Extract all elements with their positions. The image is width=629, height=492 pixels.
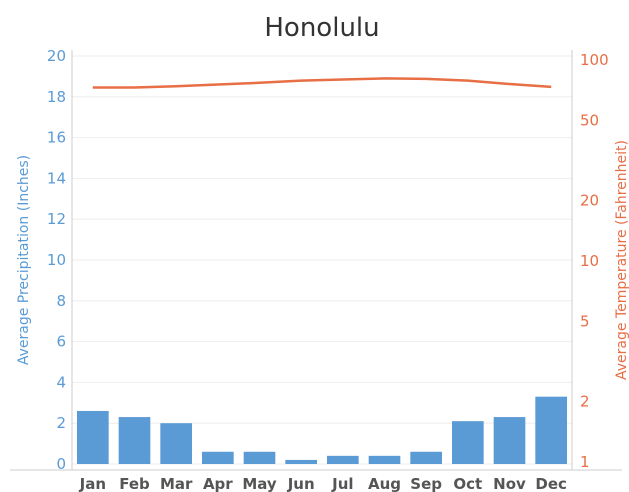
left-tick-label: 16	[47, 129, 66, 147]
precipitation-bar-dec	[535, 396, 567, 464]
right-tick-label: 5	[580, 313, 590, 331]
right-tick-label: 2	[580, 392, 590, 410]
left-tick-label: 6	[56, 333, 66, 351]
precipitation-bar-may	[243, 451, 276, 464]
precipitation-bar-mar	[160, 423, 192, 464]
left-tick-label: 0	[56, 455, 66, 473]
left-tick-label: 20	[47, 47, 66, 65]
left-tick-label: 18	[47, 88, 66, 106]
x-tick-label: Nov	[493, 475, 526, 492]
precipitation-bars	[77, 396, 567, 464]
left-tick-label: 12	[47, 210, 66, 228]
x-tick-labels: Jan Feb Mar Apr May Jun Jul Aug Sep Oct Nov Dec	[79, 475, 567, 492]
precipitation-bar-feb	[118, 417, 151, 464]
x-tick-label: Jul	[331, 475, 353, 492]
precipitation-bar-jul	[327, 455, 359, 464]
right-tick-label: 50	[580, 112, 599, 130]
right-tick-label: 10	[580, 252, 599, 270]
precipitation-bar-jan	[77, 410, 109, 464]
precipitation-bar-oct	[452, 421, 484, 464]
x-tick-label: Jun	[287, 475, 315, 492]
left-tick-label: 14	[47, 169, 66, 187]
x-tick-label: Dec	[535, 475, 567, 492]
precipitation-bar-nov	[493, 417, 526, 464]
grid	[72, 55, 572, 465]
x-tick-label: Apr	[203, 475, 233, 492]
x-tick-label: Mar	[160, 475, 193, 492]
precipitation-bar-sep	[410, 451, 442, 464]
left-tick-label: 8	[56, 292, 66, 310]
right-tick-labels: 1 2 5 10 20 50 100	[580, 51, 609, 471]
right-tick-label: 100	[580, 51, 609, 69]
chart-title: Honolulu	[264, 13, 379, 43]
x-tick-label: Sep	[410, 475, 442, 492]
y-axis-label-right: Average Temperature (Fahrenheit)	[614, 140, 629, 380]
x-tick-label: Oct	[453, 475, 482, 492]
right-tick-label: 1	[580, 453, 590, 471]
x-tick-label: Feb	[119, 475, 150, 492]
precipitation-bar-aug	[368, 455, 401, 464]
right-tick-label: 20	[580, 191, 599, 209]
precipitation-bar-jun	[285, 459, 317, 464]
x-tick-label: Jan	[79, 475, 106, 492]
left-tick-labels: 0 2 4 6 8 10 12 14 16 18 20	[47, 47, 66, 473]
precipitation-bar-apr	[202, 451, 234, 464]
x-tick-label: May	[242, 475, 277, 492]
left-tick-label: 10	[47, 251, 66, 269]
y-axis-label-left: Average Precipitation (Inches)	[16, 155, 32, 365]
left-tick-label: 4	[56, 373, 66, 391]
left-tick-label: 2	[56, 414, 66, 432]
temperature-line	[92, 77, 552, 89]
x-tick-label: Aug	[368, 475, 401, 492]
